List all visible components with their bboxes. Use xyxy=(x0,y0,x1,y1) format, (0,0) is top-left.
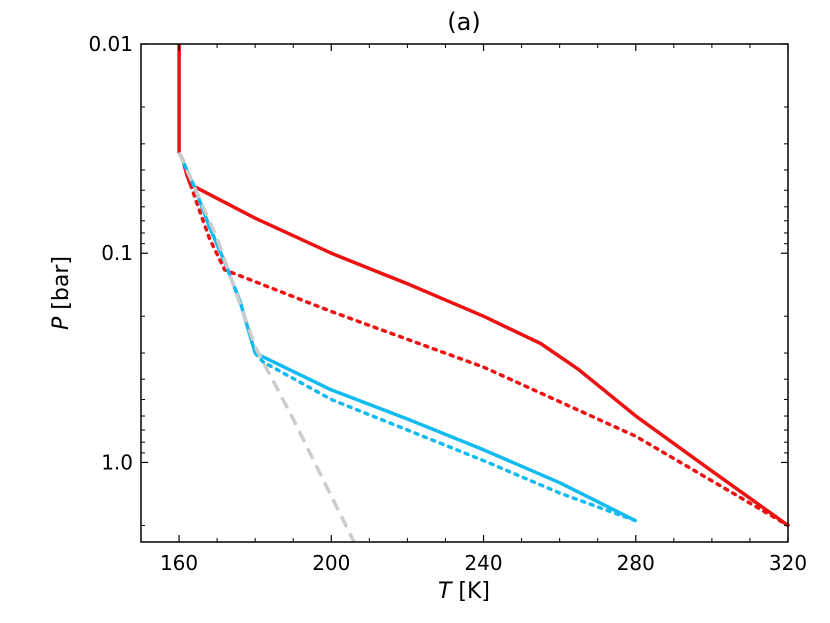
y-axis-unit: [bar] xyxy=(49,256,74,317)
y-tick-label: 0.1 xyxy=(101,241,133,265)
series-layer xyxy=(177,44,790,543)
series-line-3 xyxy=(177,151,637,523)
x-tick-label: 280 xyxy=(617,551,655,575)
series-line-4 xyxy=(253,351,638,523)
x-tick-label: 320 xyxy=(769,551,807,575)
x-tick-label: 160 xyxy=(160,551,198,575)
plot-frame xyxy=(140,43,789,543)
x-tick-label: 200 xyxy=(312,551,350,575)
x-axis-symbol: T xyxy=(438,579,453,604)
series-line-2 xyxy=(188,182,790,528)
series-line-1 xyxy=(177,44,790,527)
ticks-layer: 160 200 240 280 320 0.01 0.1 1.0 xyxy=(88,32,807,575)
y-axis-symbol: P xyxy=(49,316,74,330)
chart-title: (a) xyxy=(447,8,480,36)
series-line-5 xyxy=(177,151,356,543)
y-tick-label: 1.0 xyxy=(101,450,133,474)
y-axis-label: P [bar] xyxy=(49,256,74,330)
x-tick-label: 240 xyxy=(464,551,502,575)
x-axis-unit: [K] xyxy=(451,579,490,604)
y-tick-label: 0.01 xyxy=(88,32,133,56)
x-axis-label: T [K] xyxy=(438,579,490,604)
